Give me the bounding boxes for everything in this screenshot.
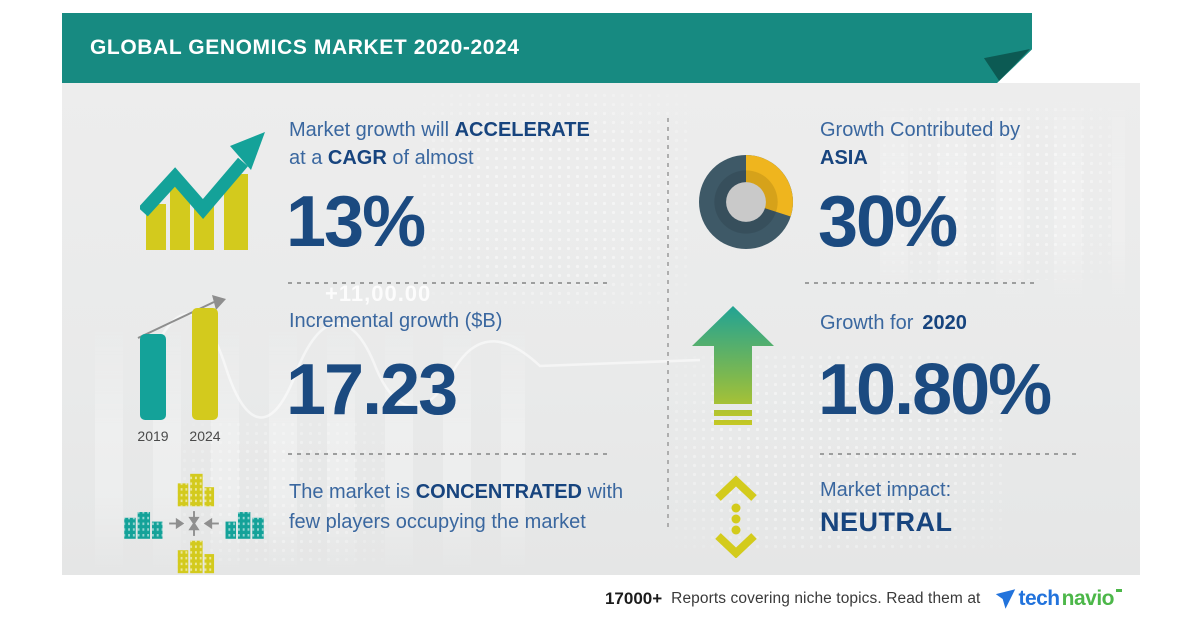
asia-region: ASIA	[820, 144, 1080, 172]
asia-caption: Growth Contributed by ASIA	[820, 116, 1080, 172]
section-separator	[805, 282, 1035, 284]
cagr-caption-line2: at a CAGR of almost	[289, 144, 629, 172]
growth-2020-value: 10.80%	[818, 350, 1052, 430]
bar-year-end-label: 2024	[189, 428, 220, 444]
asia-value: 30%	[818, 182, 958, 262]
cagr-value: 13%	[286, 182, 426, 262]
section-separator	[820, 453, 1080, 455]
header-ribbon: GLOBAL GENOMICS MARKET 2020-2024	[62, 13, 1032, 83]
report-count: 17000+	[604, 589, 663, 608]
growth-up-arrow-icon	[692, 306, 774, 434]
concentration-text: The market is	[289, 481, 416, 503]
incremental-label: Incremental growth ($B)	[289, 310, 503, 332]
impact-label: Market impact:	[820, 479, 952, 501]
background-watermark-text: +11,00.00	[325, 281, 432, 306]
impact-value: NEUTRAL	[820, 507, 953, 537]
growth-2020-label: Growth for	[820, 312, 914, 334]
page-title: GLOBAL GENOMICS MARKET 2020-2024	[90, 36, 520, 59]
trademark-tick	[1116, 589, 1122, 592]
section-separator	[288, 282, 608, 284]
donut-chart-icon	[699, 155, 793, 249]
cagr-text: at a	[289, 147, 328, 169]
growth-2020-year: 2020	[922, 312, 967, 334]
column-divider	[667, 118, 669, 530]
cagr-label: CAGR	[327, 147, 387, 169]
technavio-logo-icon	[996, 589, 1016, 609]
logo-text-navio: navio	[1061, 587, 1115, 610]
concentration-text: with few players occupying the market	[289, 481, 624, 533]
cagr-caption-line1: Market growth will ACCELERATE	[289, 116, 629, 144]
growth-2020-caption: Growth for 2020	[820, 309, 967, 337]
bar-year-start-label: 2019	[137, 428, 168, 444]
concentration-keyword: CONCENTRATED	[415, 481, 582, 503]
asia-label: Growth Contributed by	[820, 119, 1021, 141]
cagr-accelerate-text: ACCELERATE	[454, 119, 590, 141]
cagr-text: of almost	[386, 147, 474, 169]
incremental-value: 17.23	[286, 350, 458, 430]
neutral-impact-icon	[712, 474, 760, 558]
asia-region-text: ASIA	[820, 147, 868, 169]
growth-trend-icon	[140, 124, 266, 250]
footer: 17000+ Reports covering niche topics. Re…	[605, 585, 1122, 613]
incremental-bars-icon: 2019 2024	[130, 292, 250, 450]
cagr-text: Market growth will	[289, 119, 455, 141]
technavio-logo[interactable]: tech navio	[995, 587, 1122, 611]
section-separator	[288, 453, 608, 455]
market-structure-buildings-icon	[122, 470, 266, 577]
concentration-caption: The market is CONCENTRATED with few play…	[289, 477, 637, 537]
cagr-caption: Market growth will ACCELERATE at a CAGR …	[289, 116, 629, 172]
footer-text: Reports covering niche topics. Read them…	[671, 590, 981, 607]
logo-text-tech: tech	[1018, 587, 1060, 610]
